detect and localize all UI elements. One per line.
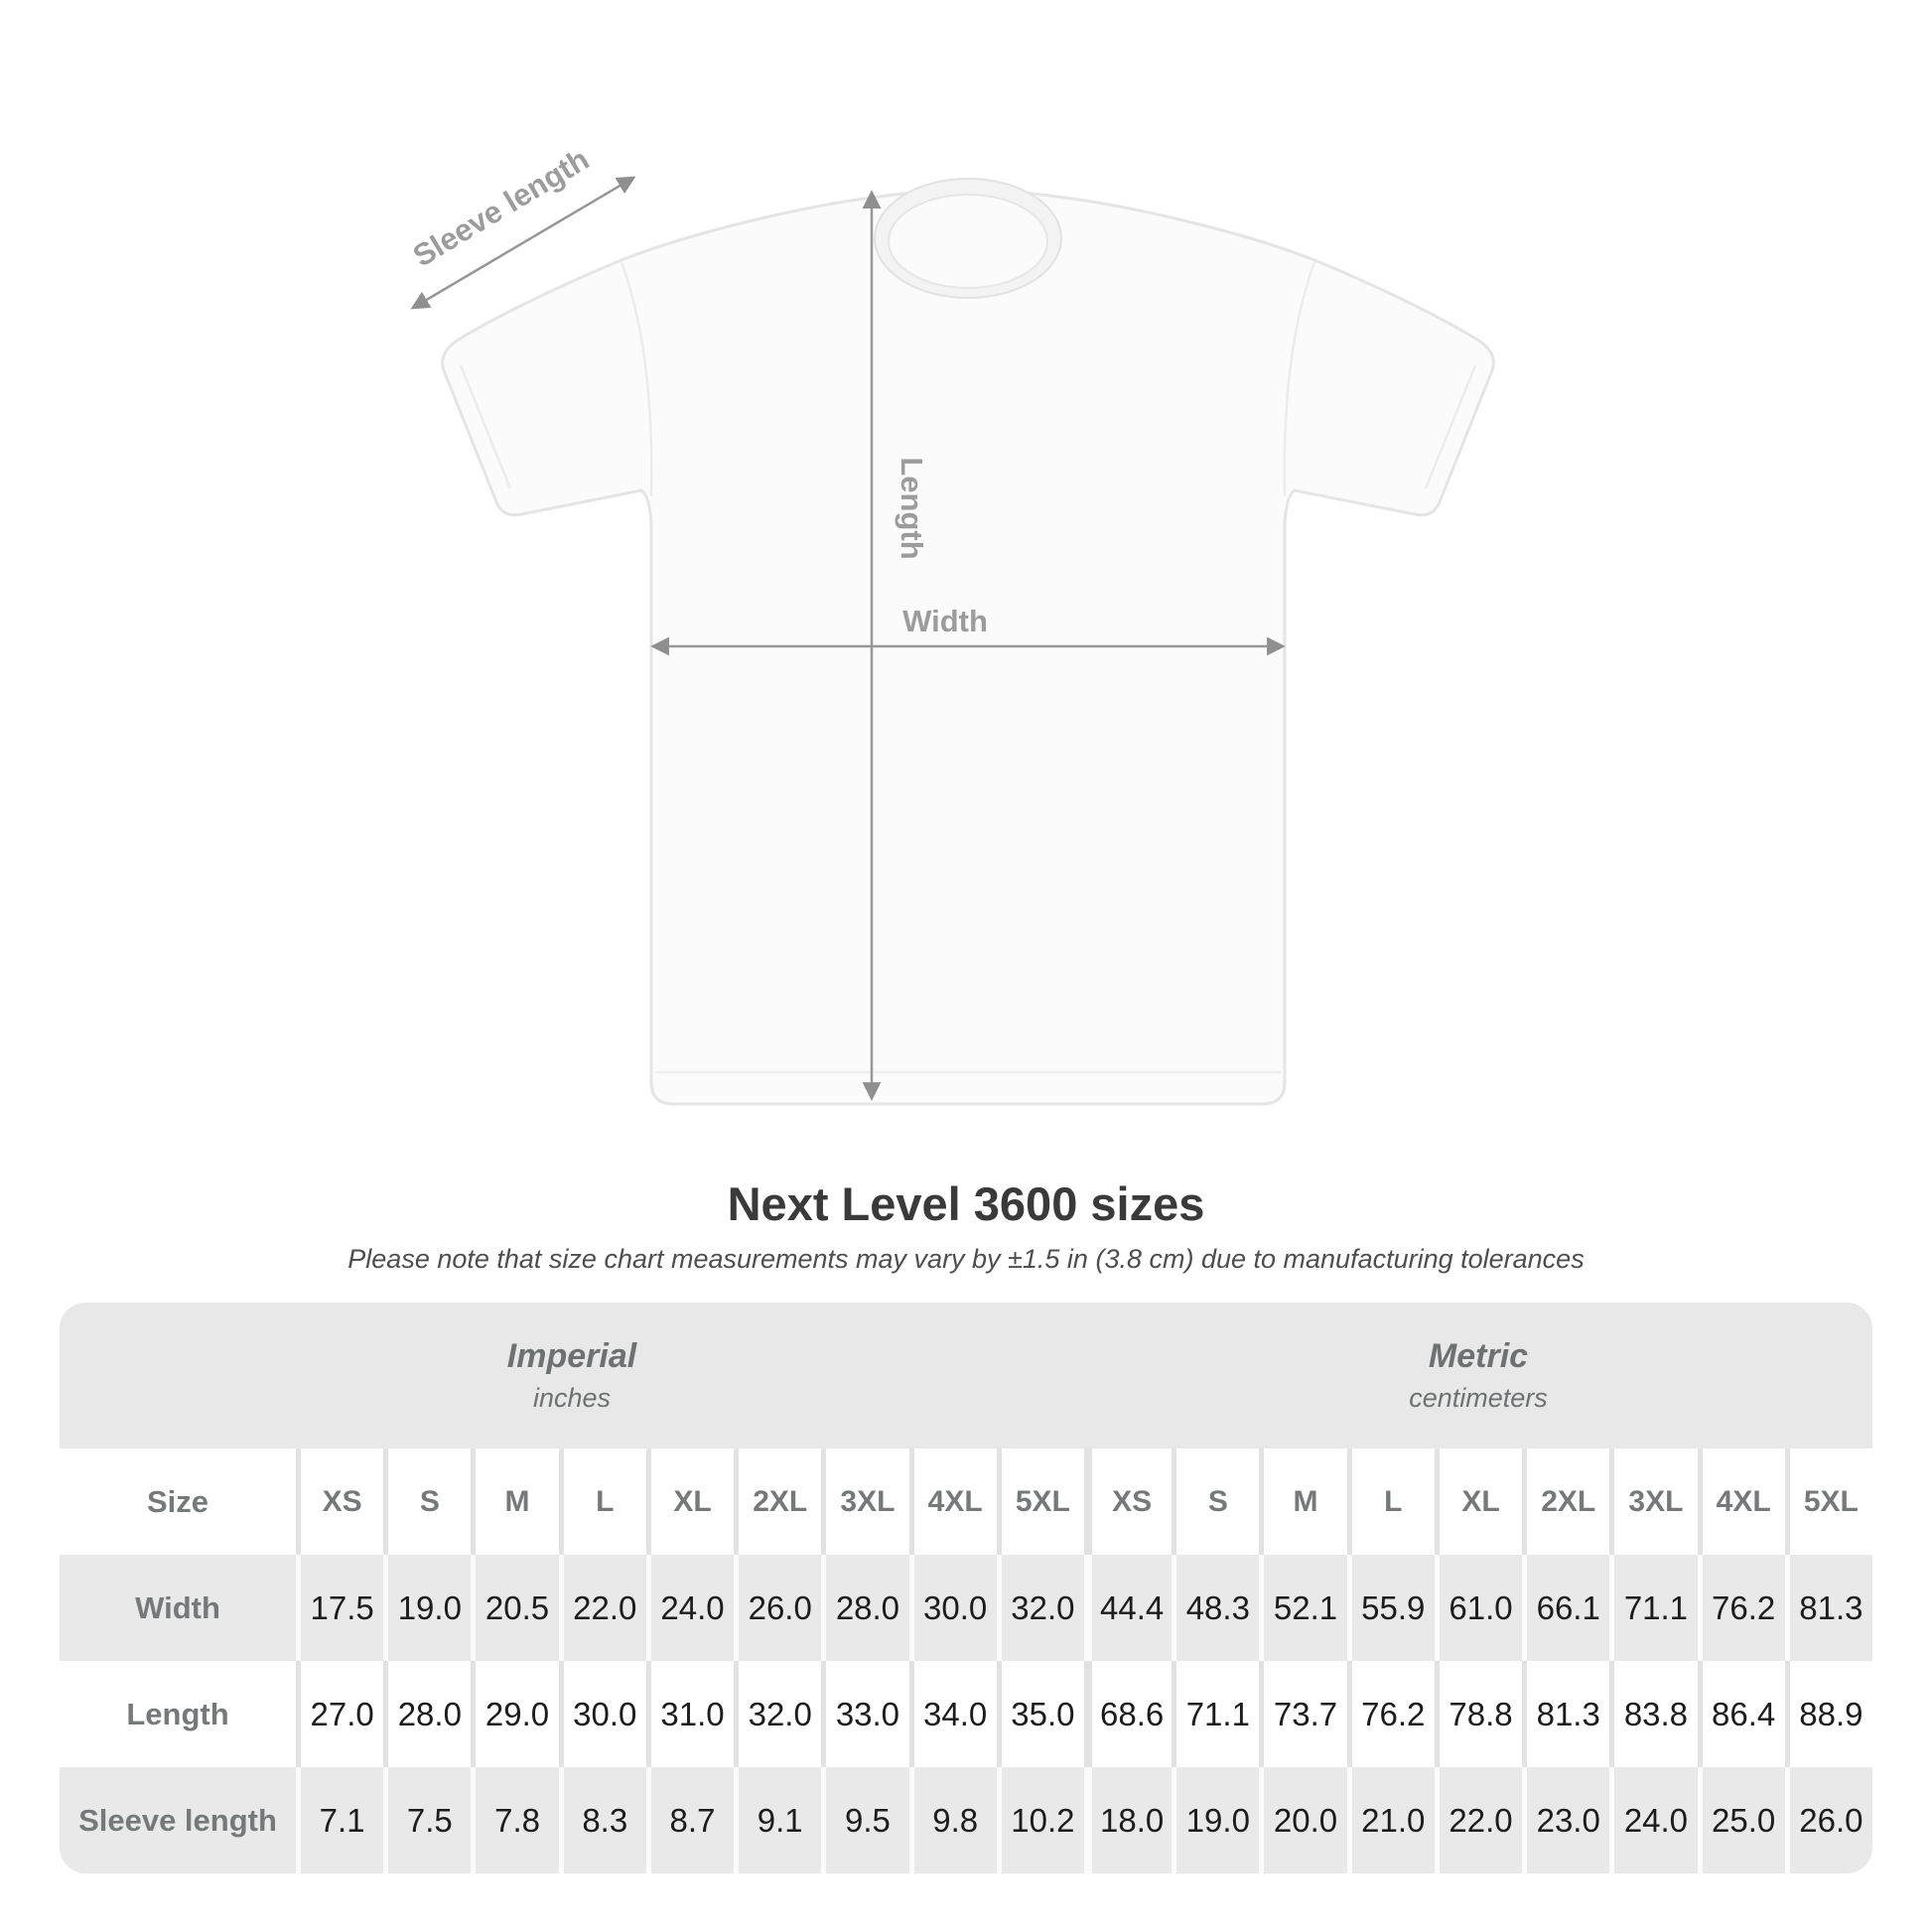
imperial-section-unit: inches [532,1383,612,1414]
length-imperial-m: 29.0 [471,1661,559,1768]
width-imperial-3xl: 28.0 [821,1555,909,1662]
width-metric-xs: 44.4 [1083,1555,1173,1662]
width-metric-m: 52.1 [1259,1555,1347,1662]
sleeve-metric-4xl: 25.0 [1697,1767,1785,1874]
left-sleeve-hem-seam [459,364,512,489]
size-header-metric-2xl: 2XL [1522,1449,1610,1556]
tolerance-note: Please note that size chart measurements… [347,1244,1585,1275]
tshirt-diagram-svg: Sleeve length Length Width [407,142,1495,1106]
size-header-imperial-5xl: 5XL [996,1449,1084,1556]
sleeve-length-row-label: Sleeve length [60,1767,296,1874]
length-imperial-3xl: 33.0 [821,1661,909,1768]
sleeve-imperial-2xl: 9.1 [734,1767,822,1874]
width-imperial-xs: 17.5 [296,1555,384,1662]
size-header-imperial-3xl: 3XL [821,1449,909,1556]
size-header-metric-3xl: 3XL [1609,1449,1698,1556]
sleeve-metric-m: 20.0 [1259,1767,1347,1874]
size-header-metric-xs: XS [1083,1449,1173,1556]
length-metric-3xl: 83.8 [1609,1661,1698,1768]
size-header-metric-l: L [1346,1449,1435,1556]
sleeve-imperial-s: 7.5 [383,1767,472,1874]
length-imperial-4xl: 34.0 [908,1661,997,1768]
tshirt-measurement-diagram: Sleeve length Length Width [407,142,1495,1106]
sleeve-metric-l: 21.0 [1346,1767,1435,1874]
metric-section-title: Metric [1428,1337,1529,1376]
sleeve-metric-s: 19.0 [1172,1767,1260,1874]
size-header-metric-m: M [1259,1449,1347,1556]
length-metric-m: 73.7 [1259,1661,1347,1768]
sleeve-imperial-4xl: 9.8 [908,1767,997,1874]
width-row-label: Width [60,1555,296,1662]
width-imperial-l: 22.0 [558,1555,646,1662]
sleeve-metric-3xl: 24.0 [1609,1767,1698,1874]
size-header-imperial-l: L [558,1449,646,1556]
width-metric-s: 48.3 [1172,1555,1260,1662]
right-sleeve-hem-seam [1424,364,1477,489]
sleeve-metric-xs: 18.0 [1083,1767,1173,1874]
size-header-imperial-2xl: 2XL [734,1449,822,1556]
length-metric-l: 76.2 [1346,1661,1435,1768]
width-metric-3xl: 71.1 [1609,1555,1698,1662]
width-metric-2xl: 66.1 [1522,1555,1610,1662]
size-header-imperial-4xl: 4XL [908,1449,997,1556]
length-imperial-xs: 27.0 [296,1661,384,1768]
imperial-section-header: Imperial inches [60,1303,1084,1449]
sleeve-metric-xl: 22.0 [1434,1767,1523,1874]
sleeve-metric-2xl: 23.0 [1522,1767,1610,1874]
sleeve-imperial-3xl: 9.5 [821,1767,909,1874]
metric-section-header: Metric centimeters [1083,1303,1872,1449]
sleeve-metric-5xl: 26.0 [1784,1767,1872,1874]
length-imperial-5xl: 35.0 [996,1661,1084,1768]
size-header-imperial-xs: XS [296,1449,384,1556]
width-metric-xl: 61.0 [1434,1555,1523,1662]
size-column-header: Size [60,1449,296,1556]
length-label: Length [895,457,929,559]
metric-section-unit: centimeters [1409,1383,1548,1414]
length-metric-xs: 68.6 [1083,1661,1173,1768]
sleeve-imperial-l: 8.3 [558,1767,646,1874]
length-metric-4xl: 86.4 [1697,1661,1785,1768]
width-metric-l: 55.9 [1346,1555,1435,1662]
length-imperial-2xl: 32.0 [734,1661,822,1768]
size-header-metric-s: S [1172,1449,1260,1556]
sleeve-imperial-xl: 8.7 [645,1767,735,1874]
width-metric-4xl: 76.2 [1697,1555,1785,1662]
sleeve-imperial-xs: 7.1 [296,1767,384,1874]
size-header-metric-xl: XL [1434,1449,1523,1556]
imperial-section-title: Imperial [506,1337,637,1376]
size-header-metric-4xl: 4XL [1697,1449,1785,1556]
right-armhole-seam [1283,261,1316,497]
width-imperial-m: 20.5 [471,1555,559,1662]
length-imperial-s: 28.0 [383,1661,472,1768]
width-imperial-s: 19.0 [383,1555,472,1662]
length-metric-xl: 78.8 [1434,1661,1523,1768]
sleeve-imperial-5xl: 10.2 [996,1767,1084,1874]
width-imperial-5xl: 32.0 [996,1555,1084,1662]
width-imperial-2xl: 26.0 [734,1555,822,1662]
length-metric-2xl: 81.3 [1522,1661,1610,1768]
measurement-lines [410,176,1286,1101]
sleeve-measure-line [410,176,636,310]
page-title: Next Level 3600 sizes [727,1177,1205,1230]
width-label: Width [902,604,988,638]
length-metric-s: 71.1 [1172,1661,1260,1768]
tshirt-graphic [441,178,1495,1106]
width-imperial-4xl: 30.0 [908,1555,997,1662]
sleeve-imperial-m: 7.8 [471,1767,559,1874]
length-metric-5xl: 88.9 [1784,1661,1872,1768]
size-header-imperial-m: M [471,1449,559,1556]
collar-inner [888,194,1048,289]
size-header-metric-5xl: 5XL [1784,1449,1872,1556]
size-header-imperial-s: S [383,1449,472,1556]
width-metric-5xl: 81.3 [1784,1555,1872,1662]
length-imperial-l: 30.0 [558,1661,646,1768]
length-row-label: Length [60,1661,296,1768]
size-header-imperial-xl: XL [645,1449,735,1556]
width-imperial-xl: 24.0 [645,1555,735,1662]
size-chart-table: Imperial inches Metric centimeters Size … [60,1303,1872,1874]
sleeve-length-label: Sleeve length [407,142,595,274]
length-imperial-xl: 31.0 [645,1661,735,1768]
